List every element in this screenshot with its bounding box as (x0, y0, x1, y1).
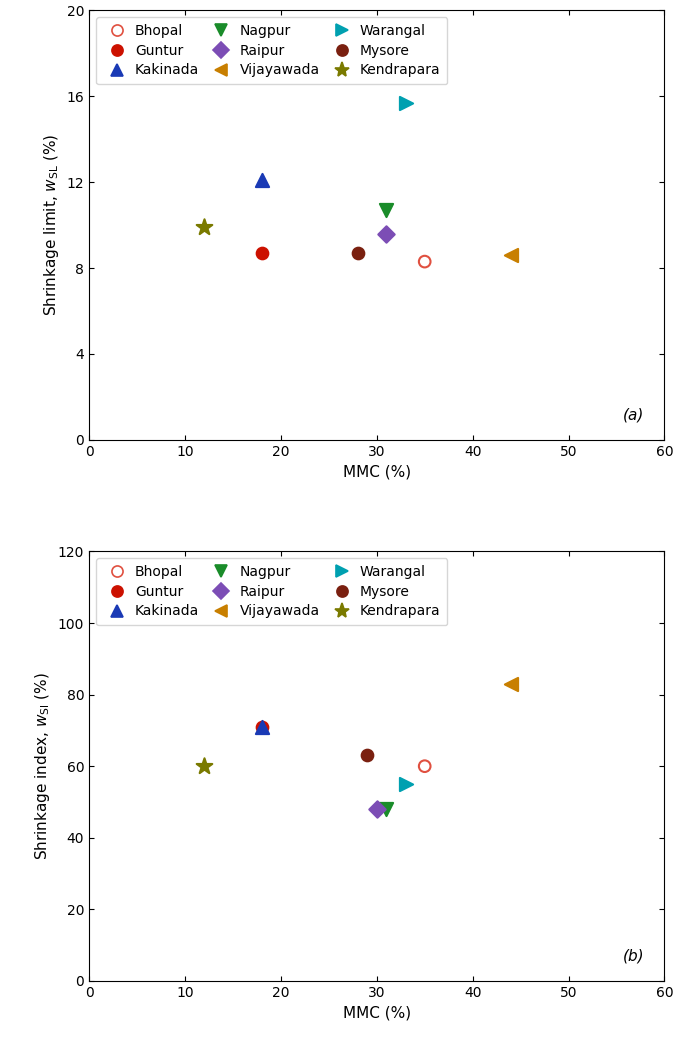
Point (362, 747, 373, 764)
Point (506, 247, 516, 264)
Point (256, 718, 267, 735)
Y-axis label: Shrinkage index, $w_{\mathrm{SI}}$ (%): Shrinkage index, $w_{\mathrm{SI}}$ (%) (34, 673, 52, 861)
Legend: Bhopal, Guntur, Kakinada, Nagpur, Raipur, Vijayawada, Warangal, Mysore, Kendrapa: Bhopal, Guntur, Kakinada, Nagpur, Raipur… (96, 18, 447, 84)
Point (381, 225, 392, 242)
Point (419, 253, 430, 270)
Point (419, 758, 430, 774)
Y-axis label: Shrinkage limit, $w_{\mathrm{SL}}$ (%): Shrinkage limit, $w_{\mathrm{SL}}$ (%) (42, 134, 61, 317)
Point (256, 718, 267, 735)
Point (381, 801, 392, 818)
Point (199, 758, 210, 774)
Point (381, 201, 392, 218)
Point (400, 775, 411, 792)
X-axis label: MMC (%): MMC (%) (342, 464, 411, 480)
X-axis label: MMC (%): MMC (%) (342, 1006, 411, 1020)
Point (352, 245, 363, 262)
Point (371, 801, 382, 818)
Text: (a): (a) (623, 408, 645, 422)
Point (506, 676, 516, 692)
Text: (b): (b) (623, 949, 645, 963)
Point (256, 245, 267, 262)
Point (256, 171, 267, 188)
Point (199, 219, 210, 236)
Legend: Bhopal, Guntur, Kakinada, Nagpur, Raipur, Vijayawada, Warangal, Mysore, Kendrapa: Bhopal, Guntur, Kakinada, Nagpur, Raipur… (96, 558, 447, 626)
Point (400, 94, 411, 111)
